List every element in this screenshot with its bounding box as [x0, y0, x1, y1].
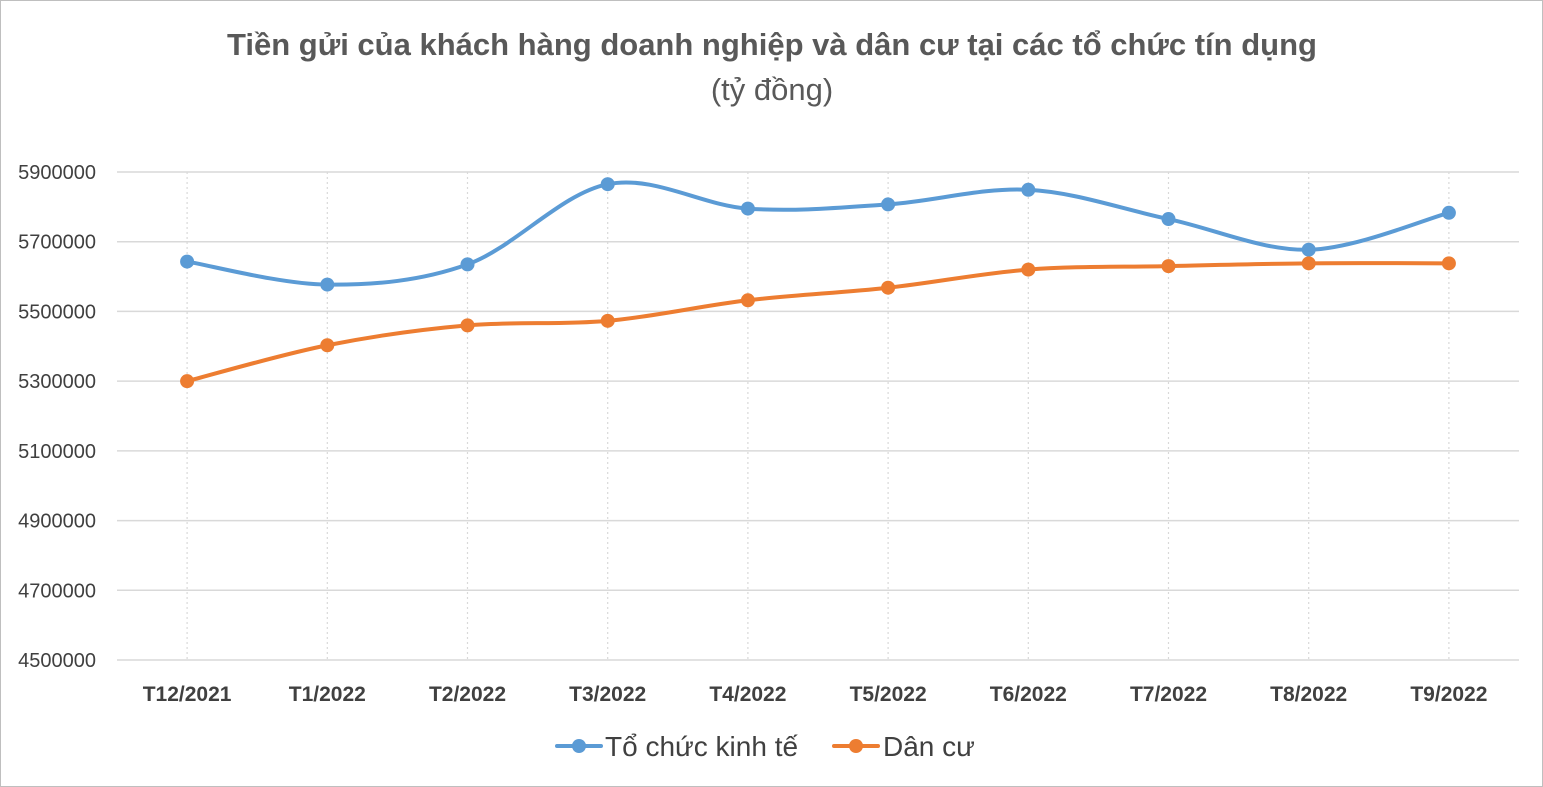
- legend-swatch-marker: [572, 739, 586, 753]
- data-point-dan-cu: [1301, 256, 1316, 271]
- y-tick-label: 5500000: [18, 301, 96, 323]
- y-tick-label: 5100000: [18, 441, 96, 463]
- legend-item-to-chuc-kinh-te: Tổ chức kinh tế: [555, 731, 798, 762]
- series-lines: [180, 177, 1456, 389]
- legend-label: Dân cư: [883, 731, 975, 762]
- series-line-to-chuc-kinh-te: [185, 180, 1451, 287]
- data-point-to-chuc-kinh-te: [1301, 242, 1316, 257]
- x-tick-label: T12/2021: [143, 683, 232, 706]
- x-tick-label: T3/2022: [569, 683, 646, 706]
- data-point-to-chuc-kinh-te: [1161, 212, 1176, 227]
- y-axis-tick-labels: 4500000 4700000 4900000 5100000 5300000 55000…: [18, 162, 96, 672]
- series-to-chuc-kinh-te: [180, 177, 1456, 292]
- x-axis-tick-labels: T12/2021 T1/2022 T2/2022 T3/2022 T4/2022 T5/2…: [143, 683, 1488, 706]
- chart-subtitle: (tỷ đồng): [711, 72, 833, 107]
- data-point-dan-cu: [881, 280, 896, 295]
- data-point-dan-cu: [600, 313, 615, 328]
- data-point-to-chuc-kinh-te: [460, 257, 475, 272]
- x-tick-label: T7/2022: [1130, 683, 1207, 706]
- x-tick-label: T1/2022: [289, 683, 366, 706]
- legend-label: Tổ chức kinh tế: [605, 731, 798, 762]
- x-tick-label: T6/2022: [990, 683, 1067, 706]
- y-tick-label: 5300000: [18, 371, 96, 393]
- data-point-dan-cu: [320, 338, 335, 353]
- legend-item-dan-cu: Dân cư: [832, 731, 975, 762]
- data-point-to-chuc-kinh-te: [1021, 182, 1036, 197]
- data-point-dan-cu: [1021, 262, 1036, 277]
- data-point-dan-cu: [1161, 259, 1176, 274]
- data-point-to-chuc-kinh-te: [881, 197, 896, 212]
- x-tick-label: T8/2022: [1270, 683, 1347, 706]
- y-tick-label: 5700000: [18, 232, 96, 254]
- data-point-to-chuc-kinh-te: [600, 177, 615, 192]
- data-point-dan-cu: [1441, 256, 1456, 271]
- series-line-dan-cu: [185, 261, 1451, 384]
- chart-title: Tiền gửi của khách hàng doanh nghiệp và …: [227, 27, 1317, 62]
- legend: Tổ chức kinh tế Dân cư: [555, 731, 975, 762]
- x-tick-label: T9/2022: [1410, 683, 1487, 706]
- y-tick-label: 4500000: [18, 650, 96, 672]
- data-point-to-chuc-kinh-te: [180, 254, 195, 269]
- data-point-to-chuc-kinh-te: [320, 277, 335, 292]
- legend-swatch-marker: [849, 739, 863, 753]
- data-point-to-chuc-kinh-te: [1441, 205, 1456, 220]
- y-tick-label: 5900000: [18, 162, 96, 184]
- data-point-to-chuc-kinh-te: [740, 201, 755, 216]
- y-tick-label: 4700000: [18, 580, 96, 602]
- series-dan-cu: [180, 256, 1456, 389]
- x-tick-label: T5/2022: [850, 683, 927, 706]
- y-tick-label: 4900000: [18, 511, 96, 533]
- x-tick-label: T2/2022: [429, 683, 506, 706]
- data-point-dan-cu: [180, 374, 195, 389]
- data-point-dan-cu: [460, 318, 475, 333]
- x-tick-label: T4/2022: [709, 683, 786, 706]
- data-point-dan-cu: [740, 293, 755, 308]
